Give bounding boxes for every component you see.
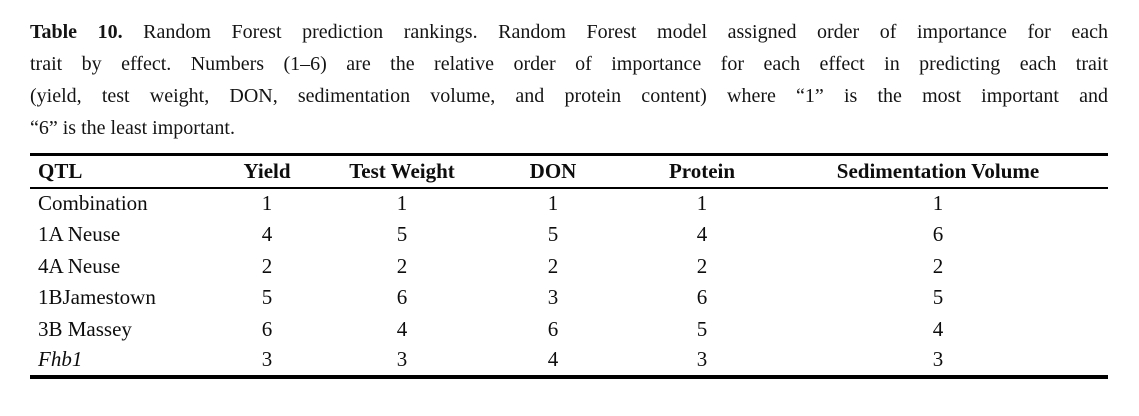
header-test-weight: Test Weight <box>334 154 470 189</box>
header-row: QTL Yield Test Weight DON Protein Sedime… <box>30 154 1108 189</box>
table-row: 1A Neuse 4 5 5 4 6 <box>30 219 1108 251</box>
rank-cell: 2 <box>396 253 408 278</box>
rank-cell: 4 <box>932 316 944 341</box>
qtl-cell: 3B Massey <box>38 316 132 341</box>
caption-line-3: (yield, test weight, DON, sedimentation … <box>30 85 1108 107</box>
qtl-cell: 1A Neuse <box>38 222 121 247</box>
rank-cell: 3 <box>396 347 408 372</box>
rank-cell: 5 <box>396 222 408 247</box>
rank-cell: 2 <box>932 253 944 278</box>
rank-cell: 3 <box>696 347 708 372</box>
table-row: 4A Neuse 2 2 2 2 2 <box>30 251 1108 283</box>
caption-table-label: Table 10. <box>30 21 123 43</box>
header-qtl: QTL <box>30 154 200 189</box>
rank-cell: 3 <box>547 285 559 310</box>
rank-cell: 4 <box>261 222 273 247</box>
rank-cell: 5 <box>547 222 559 247</box>
table-row: 3B Massey 6 4 6 5 4 <box>30 314 1108 346</box>
rank-cell: 3 <box>261 347 273 372</box>
rank-cell: 6 <box>932 222 944 247</box>
rank-cell: 4 <box>547 347 559 372</box>
rank-cell: 4 <box>696 222 708 247</box>
qtl-cell: Fhb1 <box>38 347 83 372</box>
rank-cell: 4 <box>396 316 408 341</box>
ranking-table: QTL Yield Test Weight DON Protein Sedime… <box>30 153 1108 379</box>
qtl-cell: 1BJamestown <box>38 285 156 310</box>
rank-cell: 1 <box>547 191 559 216</box>
rank-cell: 1 <box>932 191 944 216</box>
table-row: Combination 1 1 1 1 1 <box>30 188 1108 220</box>
caption-line-1-text: Random Forest prediction rankings. Rando… <box>122 21 1108 43</box>
rank-cell: 3 <box>932 347 944 372</box>
qtl-cell: 4A Neuse <box>38 253 121 278</box>
rank-cell: 1 <box>261 191 273 216</box>
caption-line-2: trait by effect. Numbers (1–6) are the r… <box>30 53 1108 75</box>
rank-cell: 5 <box>261 285 273 310</box>
table-row: Fhb1 3 3 4 3 3 <box>30 345 1108 377</box>
qtl-cell: Combination <box>38 191 148 216</box>
rank-cell: 6 <box>261 316 273 341</box>
rank-cell: 5 <box>932 285 944 310</box>
rank-cell: 1 <box>396 191 408 216</box>
header-protein: Protein <box>636 154 768 189</box>
caption-line-1: Table 10. Random Forest prediction ranki… <box>30 16 1108 48</box>
rank-cell: 6 <box>396 285 408 310</box>
rank-cell: 6 <box>547 316 559 341</box>
rank-cell: 2 <box>261 253 273 278</box>
rank-cell: 1 <box>696 191 708 216</box>
rank-cell: 6 <box>696 285 708 310</box>
header-don: DON <box>470 154 636 189</box>
rank-cell: 2 <box>547 253 559 278</box>
table-caption: Table 10. Random Forest prediction ranki… <box>30 16 1108 144</box>
rank-cell: 2 <box>696 253 708 278</box>
table-row: 1BJamestown 5 6 3 6 5 <box>30 282 1108 314</box>
header-yield: Yield <box>200 154 334 189</box>
header-sedimentation-volume: Sedimentation Volume <box>768 154 1108 189</box>
caption-line-4: “6” is the least important. <box>30 117 235 139</box>
rank-cell: 5 <box>696 316 708 341</box>
